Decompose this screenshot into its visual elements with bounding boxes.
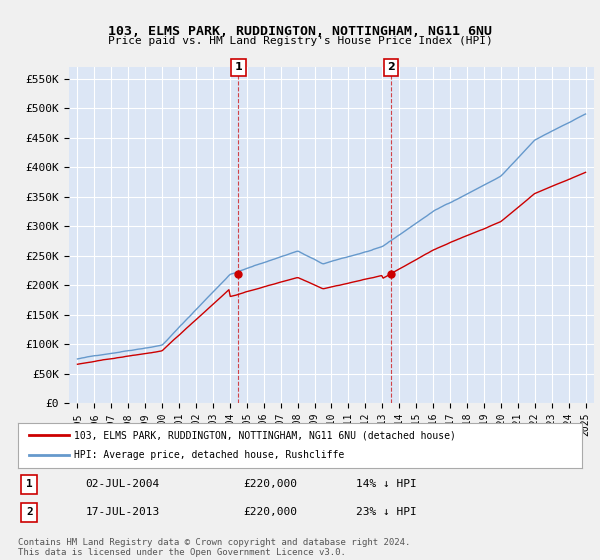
Text: 14% ↓ HPI: 14% ↓ HPI xyxy=(356,479,417,489)
Text: 103, ELMS PARK, RUDDINGTON, NOTTINGHAM, NG11 6NU: 103, ELMS PARK, RUDDINGTON, NOTTINGHAM, … xyxy=(108,25,492,38)
Text: Contains HM Land Registry data © Crown copyright and database right 2024.
This d: Contains HM Land Registry data © Crown c… xyxy=(18,538,410,557)
Text: £220,000: £220,000 xyxy=(244,507,298,517)
Text: 103, ELMS PARK, RUDDINGTON, NOTTINGHAM, NG11 6NU (detached house): 103, ELMS PARK, RUDDINGTON, NOTTINGHAM, … xyxy=(74,430,456,440)
Text: 23% ↓ HPI: 23% ↓ HPI xyxy=(356,507,417,517)
Text: Price paid vs. HM Land Registry's House Price Index (HPI): Price paid vs. HM Land Registry's House … xyxy=(107,36,493,46)
Text: 2: 2 xyxy=(387,62,395,72)
Text: £220,000: £220,000 xyxy=(244,479,298,489)
Text: 1: 1 xyxy=(235,62,242,72)
Text: 02-JUL-2004: 02-JUL-2004 xyxy=(86,479,160,489)
Text: 2: 2 xyxy=(26,507,32,517)
Text: 1: 1 xyxy=(26,479,32,489)
Text: HPI: Average price, detached house, Rushcliffe: HPI: Average price, detached house, Rush… xyxy=(74,450,344,460)
Text: 17-JUL-2013: 17-JUL-2013 xyxy=(86,507,160,517)
